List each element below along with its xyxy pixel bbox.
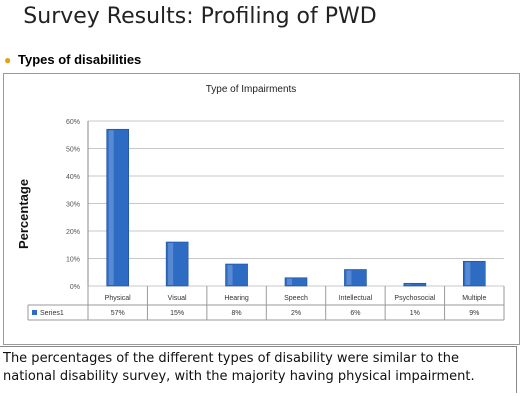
x-tick-label: Physical [105, 295, 132, 302]
y-tick-label: 0% [70, 284, 80, 291]
x-tick-label: Visual [168, 295, 187, 302]
bar-highlight [227, 265, 233, 285]
caption-box: The percentages of the different types o… [0, 346, 517, 393]
y-axis-label: Percentage [16, 179, 31, 249]
legend-series-name: Series1 [40, 310, 64, 317]
bar-highlight [405, 284, 411, 285]
chart-frame: Type of Impairments Percentage 0% 10% 20% 3… [3, 73, 520, 345]
data-label: 1% [410, 310, 420, 317]
impairments-bar-chart: Type of Impairments Percentage 0% 10% 20% 3… [16, 84, 505, 321]
y-tick-label: 10% [66, 257, 80, 264]
bullet-text: Types of disabilities [18, 52, 142, 67]
y-tick-label: 20% [66, 229, 80, 236]
data-label: 9% [469, 310, 479, 317]
bullet-dot-icon: ● [4, 52, 12, 67]
x-tick-label: Speech [284, 295, 308, 302]
bar-highlight [346, 270, 352, 285]
data-label: 57% [111, 310, 125, 317]
bar-highlight [108, 130, 114, 285]
x-tick-label: Intellectual [339, 295, 373, 302]
data-label: 6% [350, 310, 360, 317]
bar [284, 277, 308, 287]
slide-title: Survey Results: Profiling of PWD [23, 4, 377, 29]
y-tick-label: 40% [66, 174, 80, 181]
bullet-item: ● Types of disabilities [4, 52, 141, 67]
y-tick-label: 50% [66, 147, 80, 154]
bars-layer [106, 128, 486, 287]
bar-highlight [287, 278, 292, 285]
bar [403, 282, 427, 287]
data-label: 8% [232, 310, 242, 317]
data-label: 2% [291, 310, 301, 317]
grid-layer: 0% 10% 20% 30% 40% 50% 60% [66, 119, 504, 291]
bar-highlight [465, 262, 471, 285]
x-tick-label: Multiple [462, 295, 486, 302]
legend-swatch [32, 310, 37, 315]
data-label: 15% [170, 310, 184, 317]
data-table: Physical 57% Visual 15% Hearing 8% Speech 2% Int… [27, 286, 505, 321]
chart-title: Type of Impairments [206, 84, 297, 95]
caption-text: The percentages of the different types o… [3, 351, 475, 384]
x-tick-label: Hearing [224, 295, 249, 302]
x-tick-label: Psychosocial [394, 295, 435, 302]
y-tick-label: 30% [66, 202, 80, 209]
bar-highlight [168, 243, 174, 285]
y-tick-label: 60% [66, 119, 80, 126]
